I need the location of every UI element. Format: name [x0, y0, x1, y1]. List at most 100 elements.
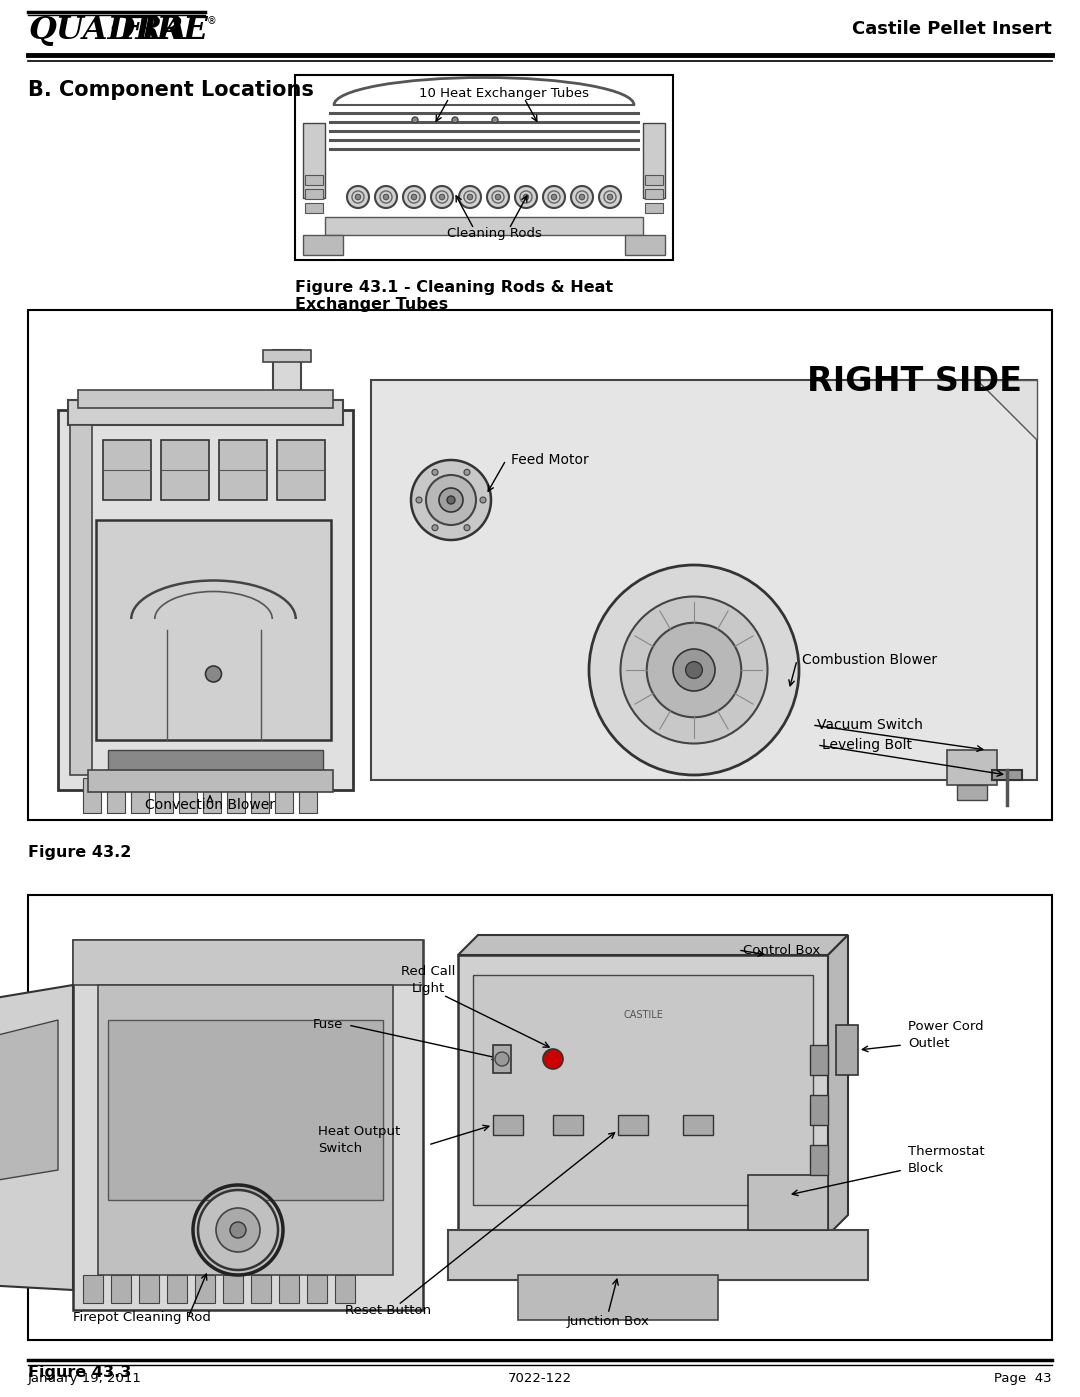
Circle shape: [447, 496, 455, 504]
Bar: [492, 1115, 523, 1134]
Bar: [219, 440, 267, 500]
Bar: [295, 75, 673, 260]
Circle shape: [411, 194, 417, 200]
Polygon shape: [458, 935, 848, 956]
Bar: [307, 1275, 327, 1303]
Circle shape: [432, 525, 438, 531]
Text: Vacuum Switch: Vacuum Switch: [816, 718, 923, 732]
Text: Page  43: Page 43: [995, 1372, 1052, 1384]
Circle shape: [579, 194, 584, 200]
Text: FIRE: FIRE: [120, 15, 208, 46]
Bar: [372, 380, 1037, 780]
Bar: [73, 940, 423, 985]
Circle shape: [571, 186, 593, 208]
Bar: [305, 189, 323, 198]
Text: 10 Heat Exchanger Tubes: 10 Heat Exchanger Tubes: [419, 87, 589, 99]
Circle shape: [411, 460, 491, 541]
Bar: [299, 778, 318, 813]
Polygon shape: [977, 380, 1037, 440]
Bar: [810, 1146, 828, 1175]
Text: Exchanger Tubes: Exchanger Tubes: [295, 298, 448, 312]
Text: Control Box: Control Box: [743, 943, 820, 957]
Circle shape: [686, 662, 702, 679]
Bar: [28, 895, 1052, 1340]
Bar: [131, 778, 149, 813]
Text: Reset Button: Reset Button: [345, 1303, 431, 1316]
Bar: [96, 520, 330, 740]
Bar: [111, 1275, 131, 1303]
Bar: [683, 1115, 713, 1134]
Bar: [303, 235, 343, 256]
Circle shape: [487, 186, 509, 208]
Text: QUADRA: QUADRA: [28, 15, 187, 46]
Circle shape: [347, 186, 369, 208]
Bar: [836, 1025, 858, 1076]
Polygon shape: [0, 985, 73, 1289]
Text: ·: ·: [108, 15, 119, 46]
Circle shape: [607, 194, 612, 200]
Bar: [492, 1045, 511, 1073]
Text: B. Component Locations: B. Component Locations: [28, 80, 314, 101]
Bar: [448, 1229, 868, 1280]
Bar: [156, 778, 173, 813]
Text: Heat Output
Switch: Heat Output Switch: [318, 1125, 401, 1155]
Circle shape: [459, 186, 481, 208]
Text: Figure 43.2: Figure 43.2: [28, 845, 132, 861]
Text: Fuse: Fuse: [313, 1018, 343, 1031]
Text: January 19, 2011: January 19, 2011: [28, 1372, 141, 1384]
Bar: [195, 1275, 215, 1303]
Circle shape: [426, 475, 476, 525]
Text: 7022-122: 7022-122: [508, 1372, 572, 1384]
Text: Firepot Cleaning Rod: Firepot Cleaning Rod: [73, 1312, 211, 1324]
Circle shape: [416, 497, 422, 503]
Bar: [645, 189, 663, 198]
Bar: [161, 440, 210, 500]
Circle shape: [515, 186, 537, 208]
Bar: [222, 1275, 243, 1303]
Bar: [957, 785, 987, 800]
Bar: [58, 409, 353, 789]
Bar: [98, 985, 393, 1275]
Circle shape: [464, 469, 470, 475]
Text: RIGHT SIDE: RIGHT SIDE: [807, 365, 1022, 398]
Text: Thermostat
Block: Thermostat Block: [908, 1146, 985, 1175]
Circle shape: [230, 1222, 246, 1238]
Bar: [518, 1275, 718, 1320]
Bar: [179, 778, 197, 813]
Bar: [305, 203, 323, 212]
Bar: [78, 390, 333, 408]
Bar: [625, 235, 665, 256]
Text: Red Call
Light: Red Call Light: [401, 965, 455, 995]
Bar: [108, 750, 323, 773]
Bar: [618, 1115, 648, 1134]
Bar: [810, 1095, 828, 1125]
Text: Feed Motor: Feed Motor: [511, 453, 589, 467]
Circle shape: [464, 525, 470, 531]
Text: Combustion Blower: Combustion Blower: [802, 652, 937, 666]
Text: CASTILE: CASTILE: [623, 1010, 663, 1020]
Circle shape: [492, 117, 498, 123]
Bar: [103, 440, 151, 500]
Bar: [83, 1275, 103, 1303]
Bar: [645, 203, 663, 212]
Text: Figure 43.1 - Cleaning Rods & Heat: Figure 43.1 - Cleaning Rods & Heat: [295, 279, 613, 295]
Bar: [458, 956, 828, 1235]
Circle shape: [647, 623, 741, 717]
Bar: [167, 1275, 187, 1303]
Bar: [68, 400, 343, 425]
Bar: [279, 1275, 299, 1303]
Circle shape: [673, 650, 715, 692]
Circle shape: [599, 186, 621, 208]
Text: Convection Blower: Convection Blower: [145, 798, 275, 812]
Circle shape: [589, 564, 799, 775]
Bar: [993, 770, 1022, 780]
Bar: [303, 123, 325, 198]
Text: Leveling Bolt: Leveling Bolt: [822, 738, 912, 752]
Bar: [276, 440, 325, 500]
Bar: [325, 217, 643, 235]
Circle shape: [375, 186, 397, 208]
Bar: [645, 175, 663, 184]
Bar: [251, 1275, 271, 1303]
Polygon shape: [828, 935, 848, 1235]
Text: Cleaning Rods: Cleaning Rods: [446, 226, 541, 239]
